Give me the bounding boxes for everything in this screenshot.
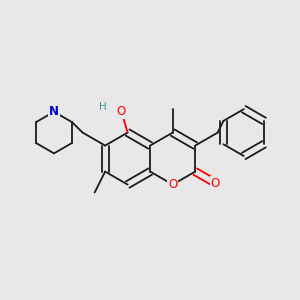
Text: O: O [168, 178, 177, 191]
Text: O: O [117, 105, 126, 118]
Text: H: H [99, 103, 107, 112]
Text: N: N [49, 105, 59, 118]
Text: O: O [211, 177, 220, 190]
